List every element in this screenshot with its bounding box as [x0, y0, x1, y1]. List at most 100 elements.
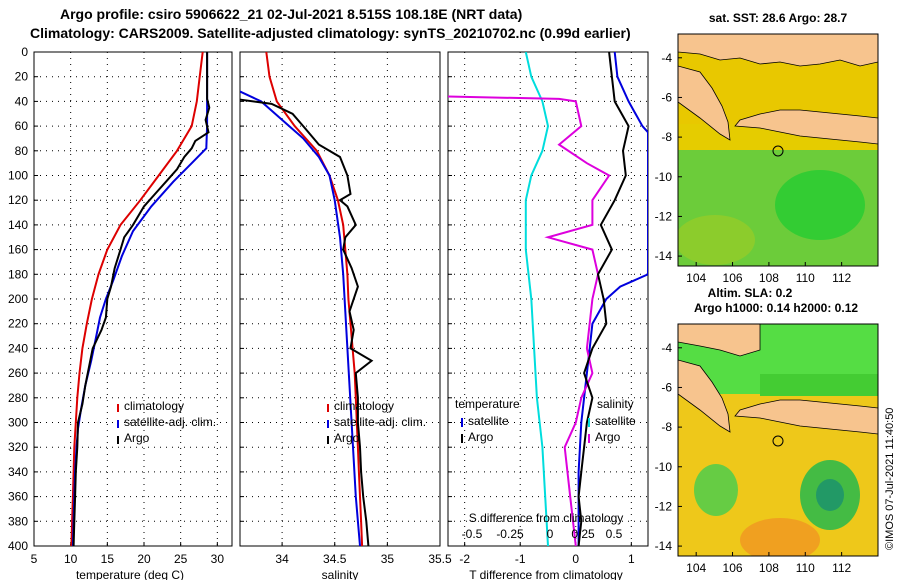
map-lat-label: -8 [661, 420, 672, 434]
sla-map [678, 324, 878, 556]
borneo-land [678, 324, 761, 357]
series-line-climatology [265, 52, 364, 546]
legend-label-argo: Argo [124, 431, 150, 445]
x-tick-label: -2 [459, 552, 470, 566]
series-line-temperature-argo [448, 95, 611, 546]
sla-map-frame [677, 323, 879, 557]
map-lat-label: -12 [655, 499, 673, 513]
argo-position-marker [772, 435, 784, 447]
map-lon-label: 110 [796, 561, 815, 575]
legend-label-argo: Argo [334, 431, 360, 445]
x-tick-label: 35.5 [428, 552, 452, 566]
depth-tick-label: 120 [8, 193, 28, 207]
depth-tick-label: 320 [8, 440, 28, 454]
legend-label-s-satellite: satellite [595, 414, 636, 428]
x-tick-label: 1 [628, 552, 635, 566]
map-lat-label: -8 [661, 130, 672, 144]
sumatra-land [678, 65, 731, 141]
x-tick-label: 25 [174, 552, 188, 566]
map-lat-label: -6 [661, 380, 672, 394]
sst-map [678, 34, 878, 266]
java-land [734, 109, 878, 145]
salinity-xlabel: salinity [322, 568, 359, 580]
legend-label-climatology: climatology [124, 399, 184, 413]
s-diff-tick-label: -0.5 [462, 527, 483, 541]
series-line-salinity-argo [577, 52, 630, 546]
depth-tick-label: 40 [15, 94, 29, 108]
s-diff-tick-label: 0.25 [571, 527, 595, 541]
temperature-xlabel: temperature (deg C) [76, 568, 184, 580]
sumatra-land [678, 359, 731, 433]
legend-label-s-argo: Argo [595, 430, 621, 444]
x-tick-label: 15 [101, 552, 115, 566]
temperature-legend: climatology satellite-adj. clim. Argo [117, 399, 216, 445]
x-tick-label: 0 [572, 552, 579, 566]
sla-map-title: Altim. SLA: 0.2 [708, 286, 793, 300]
depth-tick-label: 160 [8, 243, 28, 257]
series-line-argo [72, 52, 211, 546]
depth-tick-label: 380 [8, 514, 28, 528]
x-tick-label: 35 [381, 552, 395, 566]
map-lat-label: -4 [661, 341, 672, 355]
series-line-salinity-satellite [577, 52, 648, 546]
map-lat-label: -10 [655, 460, 673, 474]
depth-axis: 0 20 40 60 80 100 120 140 160 180 200 220 240 260 280 3… [8, 45, 28, 553]
depth-tick-label: 360 [8, 490, 28, 504]
depth-tick-label: 60 [15, 119, 29, 133]
argo-position-marker [772, 145, 784, 157]
java-land [734, 399, 878, 435]
map-lon-label: 108 [759, 271, 779, 285]
depth-tick-label: 240 [8, 341, 28, 355]
map-lon-label: 106 [723, 271, 743, 285]
s-diff-tick-label: -0.25 [496, 527, 524, 541]
sla-eddy-core [816, 479, 844, 511]
map-lat-label: -14 [655, 539, 673, 553]
series-line-climatology [70, 52, 204, 546]
map-lat-label: -6 [661, 90, 672, 104]
borneo-land [678, 34, 878, 67]
figure-title-line2: Climatology: CARS2009. Satellite-adjuste… [30, 25, 631, 41]
series-line-satellite-adj-clim- [71, 52, 209, 546]
sst-cool-patch [678, 215, 755, 265]
depth-tick-label: 220 [8, 317, 28, 331]
credit-text: ©IMOS 07-Jul-2021 11:40:50 [884, 408, 896, 550]
series-line-argo [240, 98, 374, 546]
sla-band-strip [760, 374, 878, 396]
legend-label-t-satellite: satellite [468, 414, 509, 428]
map-lon-label: 104 [686, 271, 706, 285]
difference-legend: temperature satellite Argo salinity sate… [455, 397, 636, 444]
salinity-legend: climatology satellite-adj. clim. Argo [327, 399, 426, 445]
sst-map-title: sat. SST: 28.6 Argo: 28.7 [709, 11, 848, 25]
sla-map-subtitle: Argo h1000: 0.14 h2000: 0.12 [694, 301, 858, 315]
figure-title-line1: Argo profile: csiro 5906622_21 02-Jul-20… [60, 6, 522, 22]
depth-tick-label: 300 [8, 416, 28, 430]
series-line-temperature-satellite [524, 52, 550, 546]
map-lon-label: 112 [832, 561, 851, 575]
depth-tick-label: 280 [8, 391, 28, 405]
x-tick-label: 10 [64, 552, 78, 566]
map-lon-label: 108 [759, 561, 779, 575]
s-difference-ticks: -0.5 -0.25 0 0.25 0.5 [462, 527, 623, 541]
s-difference-axis-title: S difference from climatology [469, 511, 624, 525]
map-lat-label: -14 [655, 249, 673, 263]
map-lon-label: 110 [796, 271, 815, 285]
x-tick-label: 34 [275, 552, 289, 566]
legend-title-salinity: salinity [597, 397, 634, 411]
difference-xlabel: T difference from climatology [469, 568, 623, 580]
map-lon-label: 106 [723, 561, 743, 575]
legend-label-satellite: satellite-adj. clim. [124, 415, 216, 429]
map-lat-label: -12 [655, 209, 673, 223]
depth-tick-label: 400 [8, 539, 28, 553]
x-tick-label: 5 [31, 552, 38, 566]
map-lon-label: 104 [686, 561, 706, 575]
legend-label-satellite: satellite-adj. clim. [334, 415, 426, 429]
s-diff-tick-label: 0.5 [606, 527, 623, 541]
x-tick-label: 34.5 [323, 552, 347, 566]
depth-tick-label: 340 [8, 465, 28, 479]
legend-label-climatology: climatology [334, 399, 394, 413]
map-lat-label: -4 [661, 51, 672, 65]
sla-green-west [694, 464, 738, 516]
map-lat-label: -10 [655, 170, 673, 184]
depth-tick-label: 100 [8, 169, 28, 183]
series-line-satellite-adj-clim- [240, 90, 361, 546]
